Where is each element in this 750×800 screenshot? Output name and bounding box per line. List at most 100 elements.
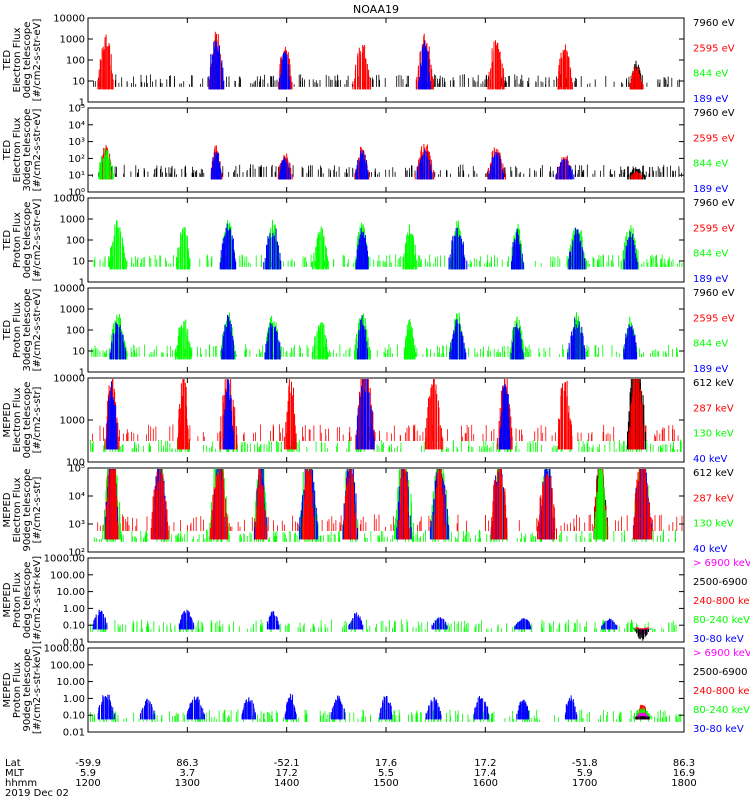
panel-6-burst-10 [537, 469, 557, 540]
y-tick-label: 10000 [53, 14, 85, 25]
panel-5-burst-1 [104, 379, 120, 450]
y-tick-label: 1 [79, 98, 85, 109]
legend-green: 844 eV [693, 159, 728, 170]
panel-5-ylabel: MEPEDElectron Flux0deg telescope[#/cm2-s… [2, 382, 43, 459]
panel-1-burst-6 [487, 40, 505, 90]
ylabel-line: Proton Flux [12, 212, 23, 268]
ylabel-line: TED [2, 320, 13, 341]
legend-blue: 40 keV [693, 544, 727, 555]
panel-1-burst-5 [415, 33, 434, 90]
panel-6-burst-1 [102, 469, 121, 540]
ylabel-line: 90deg telescope [22, 468, 33, 551]
panel-6-burst-4 [253, 469, 268, 540]
panel-1-burst-4 [352, 45, 372, 90]
panel-1-burst-1 [97, 34, 114, 90]
ylabel-line: 30deg telescope [22, 108, 33, 191]
y-tick-label: 100 [66, 236, 85, 247]
panel-3-burst-6 [354, 222, 369, 270]
y-tick-label: 100 [66, 326, 85, 337]
panel-5-burst-4 [283, 379, 297, 450]
y-tick-label: 10 [72, 257, 85, 268]
panel-2-burst-3 [277, 153, 293, 180]
legend-blue: 189 eV [693, 364, 728, 375]
ylabel-line: [#/cm2-s-str] [32, 386, 43, 453]
ylabel-line: Electron Flux [12, 27, 23, 92]
panel-6-burst-9 [490, 469, 508, 540]
panel-6-burst-5 [298, 469, 319, 540]
panel-1-ylabel: TEDElectron Flux0deg telescope[#/cm2-s-s… [2, 19, 43, 102]
y-tick-label: 1 [79, 368, 85, 379]
panel-2-frame [87, 107, 685, 193]
panel-3-baseline-noise [93, 254, 683, 267]
y-tick-label: 100 [66, 458, 85, 469]
panel-3: 10000 1000 100 10 1 TEDProton Flux0deg telesc… [2, 194, 735, 289]
ylabel-line: Electron Flux [12, 117, 23, 182]
ylabel-line: [#/cm2-s-str-eV] [32, 19, 43, 102]
y-tick-label: 10³ [68, 520, 85, 531]
panel-6-burst-11 [593, 469, 609, 540]
legend-black: 7960 eV [693, 198, 735, 209]
panel-4-burst-10 [567, 312, 586, 360]
panel-3-burst-5 [312, 226, 329, 270]
panel-7-baseline-noise [90, 619, 677, 632]
figure-title: NOAA19 [353, 3, 399, 16]
y-tick-label: 10⁰ [68, 188, 85, 199]
ylabel-line: 0deg telescope [22, 382, 33, 459]
y-tick-label: 1000 [60, 35, 85, 46]
legend-green: 130 keV [693, 519, 734, 530]
panel-1-burst-8 [629, 60, 644, 90]
panel-2-burst-5 [414, 144, 435, 180]
ylabel-line: 0deg telescope [22, 202, 33, 279]
panel-5-burst-8 [557, 380, 573, 450]
ylabel-line: TED [2, 140, 13, 161]
panel-5-burst-7 [496, 379, 513, 450]
legend-red: 2595 eV [693, 133, 735, 144]
panel-5-burst-6 [425, 379, 444, 450]
y-tick-label: 1000 [60, 416, 85, 427]
y-tick-label: 10000 [53, 374, 85, 385]
legend-green: 844 eV [693, 339, 728, 350]
panel-4-burst-2 [175, 319, 192, 360]
panel-7: 1000.00100.0010.001.000.100.01MEPEDProto… [2, 554, 750, 649]
legend-blue: 189 eV [693, 274, 728, 285]
ylabel-line: [#/cm2-s-str-eV] [32, 289, 43, 372]
panel-3-burst-9 [510, 223, 525, 270]
panel-2-ylabel: TEDElectron Flux30deg telescope[#/cm2-s-… [2, 108, 43, 191]
y-tick-label: 1000 [60, 215, 85, 226]
legend-black: 612 keV [693, 468, 734, 479]
panel-3-ylabel: TEDProton Flux0deg telescope[#/cm2-s-str… [2, 199, 43, 282]
panel-1-baseline-noise [93, 74, 680, 87]
panel-1-frame [87, 17, 685, 103]
panel-5: 10000 1000 100 MEPEDElectron Flux0deg teles… [2, 374, 734, 469]
legend-blue: 189 eV [693, 94, 728, 105]
legend-red: 2595 eV [693, 43, 735, 54]
panel-6: 10⁵ 10⁴ 10³ 10² MEPEDElectron Flux90deg tele… [2, 464, 734, 559]
panel-5-burst-3 [219, 379, 238, 450]
panel-4-burst-9 [509, 316, 525, 360]
legend-green: 844 eV [693, 69, 728, 80]
panel-4-burst-11 [623, 316, 638, 360]
y-tick-label: 10⁵ [68, 104, 85, 115]
panel-2-burst-4 [354, 146, 370, 180]
panel-7-burst-1 [92, 609, 108, 630]
panel-3-burst-2 [176, 226, 191, 270]
y-tick-label: 10² [68, 154, 85, 165]
legend-blue: 189 eV [693, 184, 728, 195]
ylabel-line: 0deg telescope [22, 22, 33, 99]
legend-red: 2595 eV [693, 223, 735, 234]
panel-3-burst-4 [263, 219, 282, 270]
panel-4-burst-7 [403, 319, 416, 360]
panel-1-burst-2 [208, 31, 225, 90]
y-tick-label: 10¹ [68, 171, 85, 182]
y-tick-label: 10⁴ [68, 492, 85, 503]
y-tick-label: 10² [68, 548, 85, 559]
ylabel-line: [#/cm2-s-str-eV] [32, 109, 43, 192]
panel-4: 10000 1000 100 10 1 TEDProton Flux30deg teles… [2, 284, 735, 379]
panel-2-baseline-noise [92, 164, 682, 177]
legend-black: 612 keV [693, 378, 734, 389]
panel-3-burst-11 [620, 225, 639, 270]
panel-4-burst-1 [109, 314, 128, 360]
legend-black: 7960 eV [693, 288, 735, 299]
panel-5-burst-5 [355, 379, 375, 450]
